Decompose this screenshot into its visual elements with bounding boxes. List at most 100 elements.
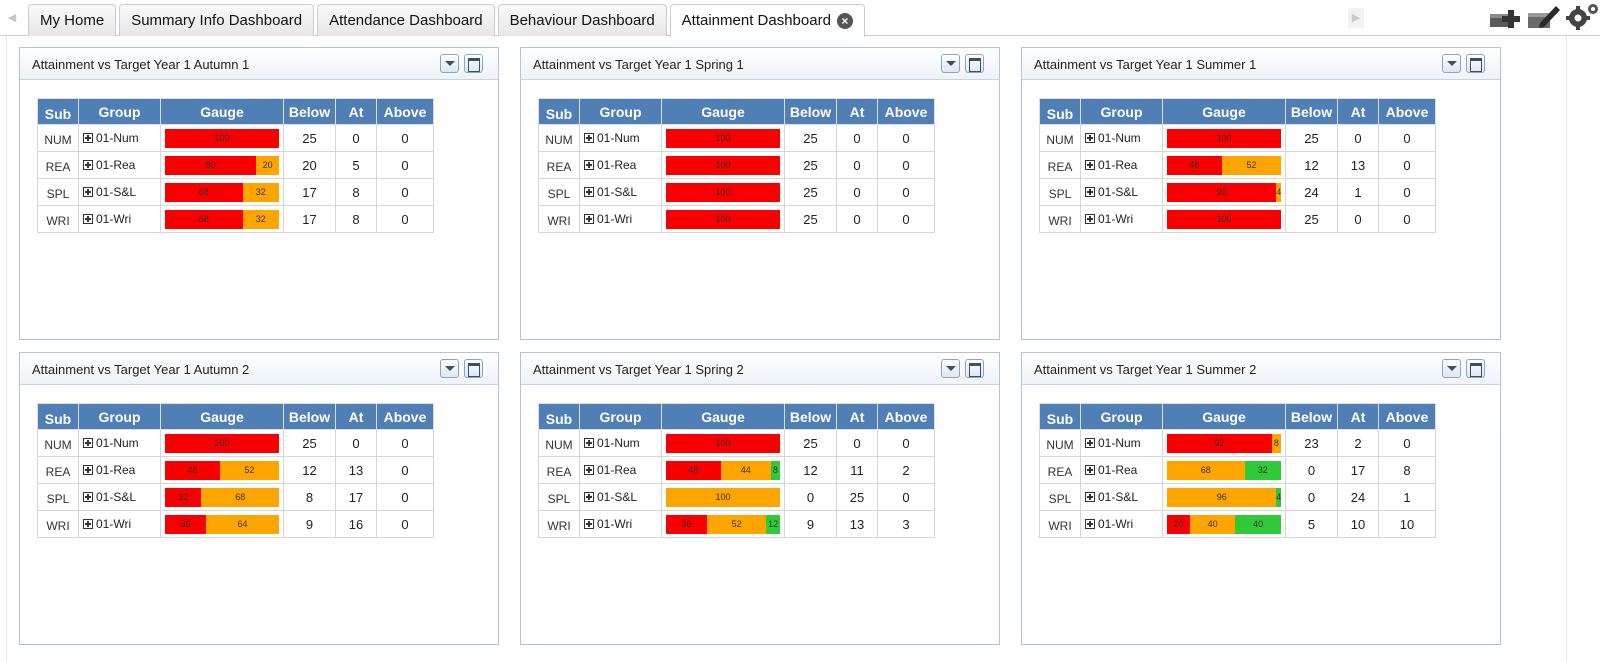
expand-plus-icon[interactable] [584, 438, 594, 448]
column-header-below[interactable]: Below [1285, 98, 1338, 125]
column-header-sub[interactable]: Sub [1039, 403, 1081, 430]
column-header-above[interactable]: Above [1378, 98, 1436, 125]
panel-maximize-icon[interactable] [464, 54, 483, 73]
expand-plus-icon[interactable] [83, 438, 93, 448]
edit-icon[interactable] [1526, 1, 1562, 31]
expand-plus-icon[interactable] [1085, 519, 1095, 529]
expand-plus-icon[interactable] [584, 187, 594, 197]
column-header-above[interactable]: Above [1378, 403, 1436, 430]
column-header-group[interactable]: Group [78, 98, 161, 125]
panel-menu-icon[interactable] [440, 359, 459, 378]
expand-plus-icon[interactable] [1085, 160, 1095, 170]
panel-maximize-icon[interactable] [965, 54, 984, 73]
column-header-sub[interactable]: Sub [37, 403, 79, 430]
expand-plus-icon[interactable] [1085, 133, 1095, 143]
column-header-sub[interactable]: Sub [37, 98, 79, 125]
close-tab-icon[interactable]: × [836, 13, 853, 29]
expand-plus-icon[interactable] [83, 160, 93, 170]
settings-icon[interactable] [1564, 1, 1600, 31]
column-header-group[interactable]: Group [1080, 98, 1163, 125]
table-row[interactable]: WRI 01-Wri 100 25 0 0 [538, 205, 935, 233]
table-row[interactable]: REA 01-Rea 80 20 20 5 0 [37, 151, 434, 179]
table-row[interactable]: NUM 01-Num 100 25 0 0 [37, 429, 434, 457]
column-header-sub[interactable]: Sub [538, 403, 580, 430]
expand-plus-icon[interactable] [584, 214, 594, 224]
add-panel-icon[interactable] [1488, 1, 1524, 31]
column-header-group[interactable]: Group [579, 403, 662, 430]
table-row[interactable]: SPL 01-S&L 96 4 0 24 1 [1039, 483, 1436, 511]
panel-menu-icon[interactable] [1442, 54, 1461, 73]
table-row[interactable]: NUM 01-Num 100 25 0 0 [538, 429, 935, 457]
column-header-at[interactable]: At [335, 403, 377, 430]
column-header-group[interactable]: Group [579, 98, 662, 125]
table-row[interactable]: REA 01-Rea 68 32 0 17 8 [1039, 456, 1436, 484]
tab-attainment-dashboard[interactable]: Attainment Dashboard × [669, 4, 865, 37]
expand-plus-icon[interactable] [584, 160, 594, 170]
expand-plus-icon[interactable] [83, 519, 93, 529]
column-header-below[interactable]: Below [1285, 403, 1338, 430]
column-header-at[interactable]: At [335, 98, 377, 125]
expand-plus-icon[interactable] [83, 187, 93, 197]
column-header-above[interactable]: Above [376, 98, 434, 125]
column-header-above[interactable]: Above [877, 98, 935, 125]
panel-maximize-icon[interactable] [965, 359, 984, 378]
expand-plus-icon[interactable] [83, 133, 93, 143]
column-header-gauge[interactable]: Gauge [160, 403, 284, 430]
expand-plus-icon[interactable] [584, 492, 594, 502]
tab-behaviour-dashboard[interactable]: Behaviour Dashboard [497, 4, 667, 36]
tab-my-home[interactable]: My Home [28, 4, 117, 36]
panel-menu-icon[interactable] [440, 54, 459, 73]
expand-plus-icon[interactable] [1085, 187, 1095, 197]
table-row[interactable]: NUM 01-Num 92 8 23 2 0 [1039, 429, 1436, 457]
table-row[interactable]: SPL 01-S&L 100 0 25 0 [538, 483, 935, 511]
tab-scroll-left-icon[interactable]: ◀ [7, 12, 17, 24]
column-header-sub[interactable]: Sub [538, 98, 580, 125]
table-row[interactable]: WRI 01-Wri 68 32 17 8 0 [37, 205, 434, 233]
table-row[interactable]: REA 01-Rea 48 44 8 12 11 2 [538, 456, 935, 484]
panel-menu-icon[interactable] [941, 54, 960, 73]
expand-plus-icon[interactable] [83, 214, 93, 224]
expand-plus-icon[interactable] [1085, 438, 1095, 448]
expand-plus-icon[interactable] [1085, 214, 1095, 224]
column-header-below[interactable]: Below [784, 98, 837, 125]
table-row[interactable]: NUM 01-Num 100 25 0 0 [37, 124, 434, 152]
table-row[interactable]: SPL 01-S&L 32 68 8 17 0 [37, 483, 434, 511]
panel-menu-icon[interactable] [941, 359, 960, 378]
table-row[interactable]: SPL 01-S&L 100 25 0 0 [538, 178, 935, 206]
tab-summary-info-dashboard[interactable]: Summary Info Dashboard [119, 4, 315, 36]
panel-maximize-icon[interactable] [1466, 54, 1485, 73]
expand-plus-icon[interactable] [1085, 492, 1095, 502]
table-row[interactable]: WRI 01-Wri 36 64 9 16 0 [37, 510, 434, 538]
column-header-gauge[interactable]: Gauge [661, 403, 785, 430]
table-row[interactable]: REA 01-Rea 48 52 12 13 0 [37, 456, 434, 484]
column-header-above[interactable]: Above [877, 403, 935, 430]
column-header-gauge[interactable]: Gauge [160, 98, 284, 125]
table-row[interactable]: SPL 01-S&L 96 4 24 1 0 [1039, 178, 1436, 206]
column-header-below[interactable]: Below [283, 403, 336, 430]
column-header-at[interactable]: At [836, 403, 878, 430]
column-header-at[interactable]: At [1337, 98, 1379, 125]
table-row[interactable]: REA 01-Rea 100 25 0 0 [538, 151, 935, 179]
table-row[interactable]: SPL 01-S&L 68 32 17 8 0 [37, 178, 434, 206]
column-header-sub[interactable]: Sub [1039, 98, 1081, 125]
column-header-gauge[interactable]: Gauge [1162, 403, 1286, 430]
column-header-group[interactable]: Group [78, 403, 161, 430]
table-row[interactable]: WRI 01-Wri 20 40 40 5 10 10 [1039, 510, 1436, 538]
expand-plus-icon[interactable] [1085, 465, 1095, 475]
table-row[interactable]: NUM 01-Num 100 25 0 0 [1039, 124, 1436, 152]
tab-attendance-dashboard[interactable]: Attendance Dashboard [317, 4, 495, 36]
column-header-below[interactable]: Below [784, 403, 837, 430]
panel-maximize-icon[interactable] [1466, 359, 1485, 378]
table-row[interactable]: WRI 01-Wri 36 52 12 9 13 3 [538, 510, 935, 538]
column-header-above[interactable]: Above [376, 403, 434, 430]
column-header-gauge[interactable]: Gauge [661, 98, 785, 125]
expand-plus-icon[interactable] [83, 492, 93, 502]
column-header-group[interactable]: Group [1080, 403, 1163, 430]
table-row[interactable]: NUM 01-Num 100 25 0 0 [538, 124, 935, 152]
table-row[interactable]: WRI 01-Wri 100 25 0 0 [1039, 205, 1436, 233]
expand-plus-icon[interactable] [584, 519, 594, 529]
tab-scroll-right-icon[interactable]: ▶ [1348, 8, 1364, 28]
panel-menu-icon[interactable] [1442, 359, 1461, 378]
column-header-at[interactable]: At [1337, 403, 1379, 430]
column-header-at[interactable]: At [836, 98, 878, 125]
